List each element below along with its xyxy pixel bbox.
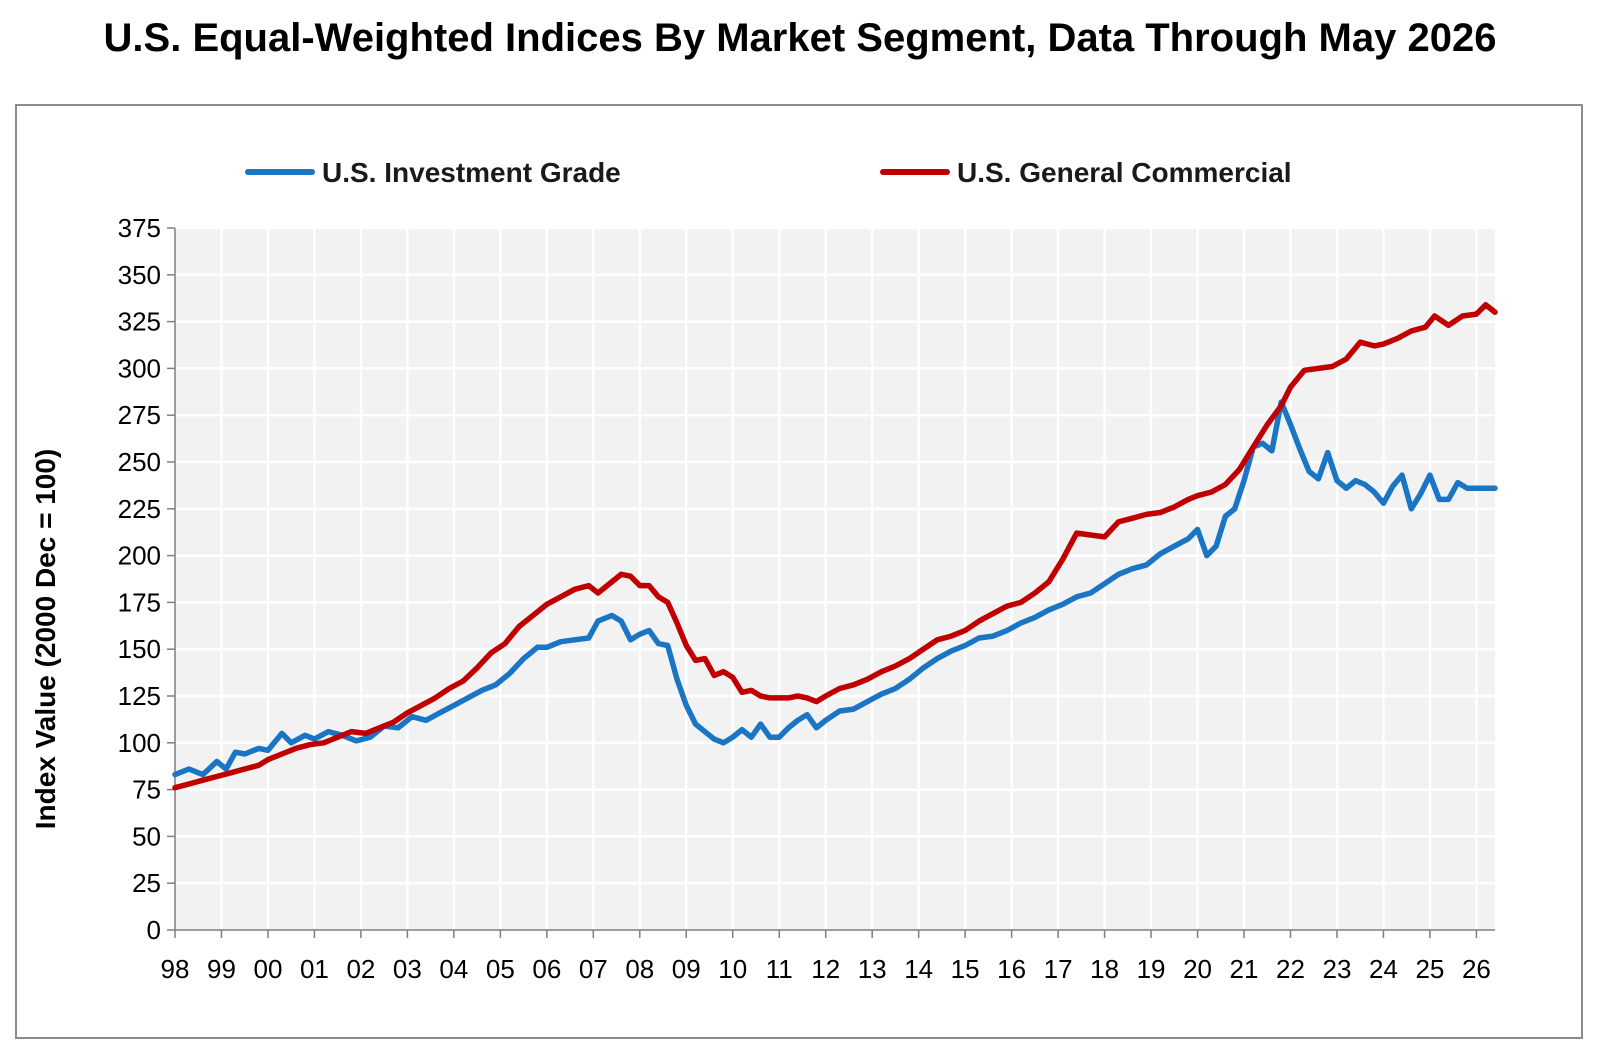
legend-label-0: U.S. Investment Grade bbox=[322, 157, 621, 188]
x-tick-label: 12 bbox=[811, 954, 840, 984]
y-axis-ticks: 0 25 50 75 100 125 150 175 200 225 250 275 300 325 350… bbox=[118, 213, 175, 945]
y-tick-label: 0 bbox=[147, 915, 161, 945]
y-tick-label: 350 bbox=[118, 260, 161, 290]
y-tick-label: 25 bbox=[132, 868, 161, 898]
legend: U.S. Investment Grade U.S. General Commer… bbox=[245, 157, 1292, 188]
x-tick-label: 04 bbox=[439, 954, 468, 984]
series-lines bbox=[172, 302, 1498, 791]
y-tick-label: 50 bbox=[132, 821, 161, 851]
x-tick-label: 98 bbox=[161, 954, 190, 984]
x-tick-label: 05 bbox=[486, 954, 515, 984]
y-tick-label: 150 bbox=[118, 634, 161, 664]
x-tick-label: 21 bbox=[1230, 954, 1259, 984]
y-tick-label: 300 bbox=[118, 353, 161, 383]
x-tick-label: 15 bbox=[951, 954, 980, 984]
x-tick-label: 14 bbox=[904, 954, 933, 984]
x-tick-label: 09 bbox=[672, 954, 701, 984]
x-tick-label: 23 bbox=[1323, 954, 1352, 984]
x-tick-label: 22 bbox=[1276, 954, 1305, 984]
y-tick-label: 175 bbox=[118, 587, 161, 617]
y-tick-label: 225 bbox=[118, 494, 161, 524]
axes bbox=[174, 228, 1495, 931]
x-tick-label: 19 bbox=[1137, 954, 1166, 984]
plot-area bbox=[175, 228, 1495, 930]
gridlines bbox=[175, 226, 1495, 930]
legend-label-1: U.S. General Commercial bbox=[957, 157, 1292, 188]
x-tick-label: 06 bbox=[532, 954, 561, 984]
y-tick-label: 125 bbox=[118, 681, 161, 711]
series-line-1 bbox=[172, 302, 1498, 791]
y-tick-label: 75 bbox=[132, 775, 161, 805]
x-tick-label: 02 bbox=[346, 954, 375, 984]
x-tick-label: 99 bbox=[207, 954, 236, 984]
x-axis-ticks: 98 99 00 01 02 03 04 05 06 07 08 09 10 11 12 13 14 15 16 17… bbox=[161, 930, 1491, 984]
x-tick-label: 01 bbox=[300, 954, 329, 984]
x-tick-label: 24 bbox=[1369, 954, 1398, 984]
x-tick-label: 11 bbox=[766, 954, 793, 984]
y-tick-label: 325 bbox=[118, 307, 161, 337]
y-tick-label: 250 bbox=[118, 447, 161, 477]
y-tick-label: 100 bbox=[118, 728, 161, 758]
x-tick-label: 03 bbox=[393, 954, 422, 984]
y-tick-label: 375 bbox=[118, 213, 161, 243]
x-tick-label: 07 bbox=[579, 954, 608, 984]
x-tick-label: 18 bbox=[1090, 954, 1119, 984]
x-tick-label: 17 bbox=[1044, 954, 1073, 984]
x-tick-label: 08 bbox=[625, 954, 654, 984]
x-tick-label: 10 bbox=[718, 954, 747, 984]
y-axis-title: Index Value (2000 Dec = 100) bbox=[30, 449, 61, 830]
x-tick-label: 25 bbox=[1415, 954, 1444, 984]
x-tick-label: 20 bbox=[1183, 954, 1212, 984]
y-tick-label: 200 bbox=[118, 541, 161, 571]
chart-title: U.S. Equal-Weighted Indices By Market Se… bbox=[103, 16, 1497, 60]
x-tick-label: 13 bbox=[858, 954, 887, 984]
x-tick-label: 00 bbox=[253, 954, 282, 984]
x-tick-label: 26 bbox=[1462, 954, 1491, 984]
chart-frame bbox=[15, 104, 1583, 1039]
y-tick-label: 275 bbox=[118, 400, 161, 430]
series-line-0 bbox=[172, 399, 1498, 778]
x-tick-label: 16 bbox=[997, 954, 1026, 984]
